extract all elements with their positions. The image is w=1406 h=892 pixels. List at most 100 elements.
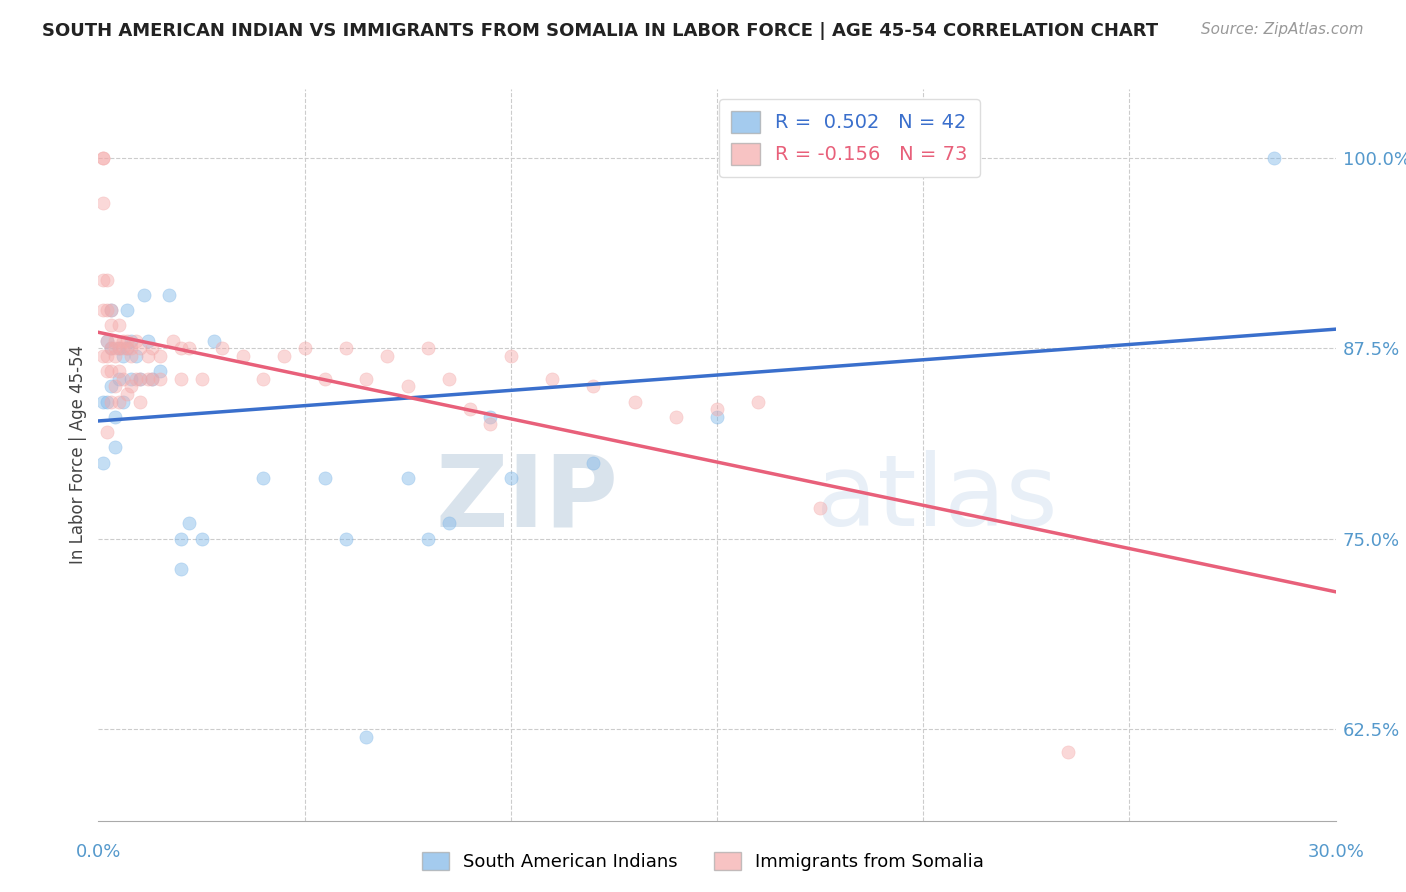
Legend: South American Indians, Immigrants from Somalia: South American Indians, Immigrants from … <box>415 845 991 879</box>
Point <box>136 334 159 348</box>
Point <box>170 532 193 546</box>
Point <box>96 334 118 348</box>
Point <box>120 334 142 348</box>
Point <box>112 334 135 348</box>
Point <box>190 372 212 386</box>
Point <box>335 341 357 355</box>
Point <box>418 532 440 546</box>
Point <box>179 341 201 355</box>
Point <box>356 730 378 744</box>
Point <box>396 379 419 393</box>
Point <box>149 372 172 386</box>
Point <box>91 273 114 287</box>
Point <box>706 409 728 424</box>
Point <box>108 394 131 409</box>
Point <box>124 334 146 348</box>
Point <box>124 349 146 363</box>
Text: 0.0%: 0.0% <box>76 843 121 861</box>
Text: SOUTH AMERICAN INDIAN VS IMMIGRANTS FROM SOMALIA IN LABOR FORCE | AGE 45-54 CORR: SOUTH AMERICAN INDIAN VS IMMIGRANTS FROM… <box>42 22 1159 40</box>
Point <box>104 334 127 348</box>
Point <box>100 364 122 378</box>
Point <box>117 341 139 355</box>
Point <box>100 318 122 333</box>
Point <box>202 334 225 348</box>
Point <box>437 516 460 531</box>
Point <box>100 379 122 393</box>
Point <box>108 318 131 333</box>
Point <box>706 402 728 417</box>
Point <box>104 440 127 454</box>
Point <box>170 562 193 576</box>
Point <box>912 151 935 165</box>
Point <box>120 372 142 386</box>
Point <box>91 349 114 363</box>
Point <box>124 372 146 386</box>
Text: 30.0%: 30.0% <box>1308 843 1364 861</box>
Point <box>232 349 254 363</box>
Point <box>141 372 163 386</box>
Point <box>91 151 114 165</box>
Point <box>91 394 114 409</box>
Point <box>541 372 564 386</box>
Point <box>252 372 274 386</box>
Point <box>582 379 605 393</box>
Point <box>211 341 233 355</box>
Point <box>149 364 172 378</box>
Point <box>112 394 135 409</box>
Point <box>96 394 118 409</box>
Point <box>582 456 605 470</box>
Point <box>108 372 131 386</box>
Point <box>170 372 193 386</box>
Point <box>479 417 502 432</box>
Point <box>136 349 159 363</box>
Text: ZIP: ZIP <box>436 450 619 548</box>
Y-axis label: In Labor Force | Age 45-54: In Labor Force | Age 45-54 <box>69 345 87 565</box>
Point <box>128 341 150 355</box>
Point <box>96 334 118 348</box>
Point <box>136 372 159 386</box>
Point <box>1263 151 1285 165</box>
Point <box>104 379 127 393</box>
Point <box>96 273 118 287</box>
Point <box>117 303 139 318</box>
Point <box>294 341 316 355</box>
Point <box>479 409 502 424</box>
Point <box>91 456 114 470</box>
Point <box>149 349 172 363</box>
Point <box>665 409 688 424</box>
Point <box>120 379 142 393</box>
Point <box>108 341 131 355</box>
Point <box>499 349 522 363</box>
Point <box>747 394 769 409</box>
Point <box>808 501 831 516</box>
Point <box>100 341 122 355</box>
Point <box>120 349 142 363</box>
Point <box>314 471 336 485</box>
Point <box>141 372 163 386</box>
Point <box>179 516 201 531</box>
Point <box>100 303 122 318</box>
Legend: R =  0.502   N = 42, R = -0.156   N = 73: R = 0.502 N = 42, R = -0.156 N = 73 <box>718 99 980 177</box>
Point <box>117 334 139 348</box>
Point <box>132 288 155 302</box>
Point <box>117 341 139 355</box>
Point <box>104 349 127 363</box>
Point <box>458 402 481 417</box>
Point <box>356 372 378 386</box>
Point <box>104 409 127 424</box>
Point <box>623 394 645 409</box>
Point <box>396 471 419 485</box>
Point <box>100 394 122 409</box>
Point <box>91 196 114 211</box>
Point <box>108 341 131 355</box>
Point <box>104 341 127 355</box>
Point <box>141 341 163 355</box>
Point <box>252 471 274 485</box>
Point <box>112 349 135 363</box>
Point <box>108 364 131 378</box>
Point <box>96 303 118 318</box>
Point <box>157 288 180 302</box>
Point <box>499 471 522 485</box>
Point <box>128 372 150 386</box>
Point <box>437 372 460 386</box>
